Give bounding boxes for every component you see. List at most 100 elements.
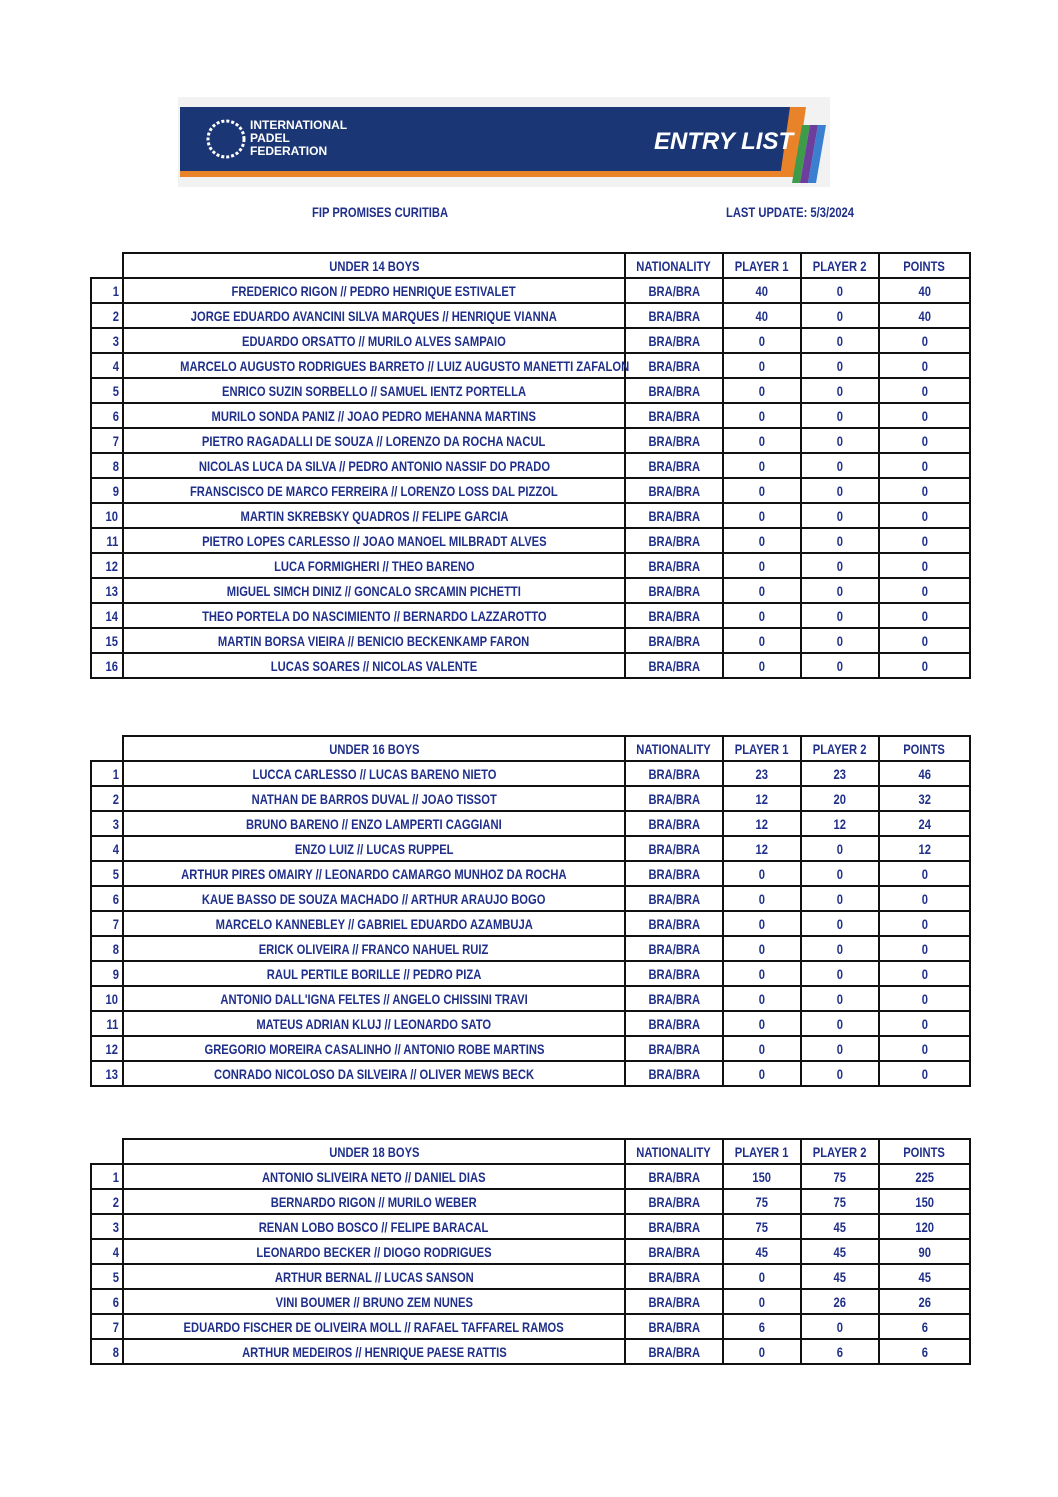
player1-points: 0 xyxy=(722,502,802,529)
rank: 5 xyxy=(90,377,124,404)
nationality-text: BRA/BRA xyxy=(648,1193,700,1210)
player2-points-text: 0 xyxy=(836,582,844,599)
column-header: POINTS xyxy=(878,252,971,279)
entry-row: 2 NATHAN DE BARROS DUVAL // JOAO TISSOT BR… xyxy=(90,785,971,812)
total-points: 6 xyxy=(878,1338,971,1365)
rank-text: 2 xyxy=(112,1193,120,1210)
rank: 4 xyxy=(90,352,124,379)
table-title-text: UNDER 14 BOYS xyxy=(328,257,420,274)
team: LUCCA CARLESSO // LUCAS BARENO NIETO xyxy=(122,760,626,787)
player1-points: 40 xyxy=(722,302,802,329)
entry-table: UNDER 16 BOYS NATIONALITY PLAYER 1 PLAYER 2… xyxy=(90,735,971,1087)
team: ARTHUR PIRES OMAIRY // LEONARDO CAMARGO … xyxy=(122,860,626,887)
rank: 8 xyxy=(90,935,124,962)
player2-points: 12 xyxy=(800,810,880,837)
entry-row: 8 ERICK OLIVEIRA // FRANCO NAHUEL RUIZ BRA… xyxy=(90,935,971,962)
column-header-text: PLAYER 1 xyxy=(735,740,789,757)
column-header: PLAYER 1 xyxy=(722,735,802,762)
team: RAUL PERTILE BORILLE // PEDRO PIZA xyxy=(122,960,626,987)
rank-text: 10 xyxy=(105,990,119,1007)
rank-text: 3 xyxy=(112,332,120,349)
total-points-text: 0 xyxy=(921,890,928,907)
org-line: PADEL xyxy=(250,131,290,145)
total-points-text: 0 xyxy=(921,1040,928,1057)
team: NATHAN DE BARROS DUVAL // JOAO TISSOT xyxy=(122,785,626,812)
column-header: PLAYER 1 xyxy=(722,1138,802,1165)
nationality: BRA/BRA xyxy=(624,1060,724,1087)
player1-points-text: 0 xyxy=(758,940,766,957)
total-points-text: 0 xyxy=(921,632,928,649)
team: GREGORIO MOREIRA CASALINHO // ANTONIO RO… xyxy=(122,1035,626,1062)
entry-row: 10 ANTONIO DALL'IGNA FELTES // ANGELO CHI… xyxy=(90,985,971,1012)
player1-points: 0 xyxy=(722,885,802,912)
rank: 9 xyxy=(90,477,124,504)
entry-row: 2 JORGE EDUARDO AVANCINI SILVA MARQUES //… xyxy=(90,302,971,329)
player2-points-text: 0 xyxy=(836,1065,844,1082)
player2-points-text: 0 xyxy=(836,890,844,907)
team: MARCELO KANNEBLEY // GABRIEL EDUARDO AZA… xyxy=(122,910,626,937)
nationality: BRA/BRA xyxy=(624,1010,724,1037)
team: EDUARDO FISCHER DE OLIVEIRA MOLL // RAFA… xyxy=(122,1313,626,1340)
column-header-text: POINTS xyxy=(903,257,946,274)
rank: 4 xyxy=(90,1238,124,1265)
player2-points-text: 0 xyxy=(836,607,844,624)
rank-text: 5 xyxy=(112,382,120,399)
nationality: BRA/BRA xyxy=(624,985,724,1012)
player1-points: 0 xyxy=(722,860,802,887)
team-text: MURILO SONDA PANIZ // JOAO PEDRO MEHANNA… xyxy=(211,407,537,424)
player1-points-text: 0 xyxy=(758,407,766,424)
player2-points-text: 0 xyxy=(836,432,844,449)
rank-text: 6 xyxy=(112,1293,120,1310)
player2-points: 0 xyxy=(800,602,880,629)
total-points-text: 225 xyxy=(915,1168,934,1185)
rank: 8 xyxy=(90,452,124,479)
player2-points: 45 xyxy=(800,1238,880,1265)
entry-row: 6 VINI BOUMER // BRUNO ZEM NUNES BRA/BRA 0 2… xyxy=(90,1288,971,1315)
player2-points-text: 0 xyxy=(836,990,844,1007)
entry-row: 13 CONRADO NICOLOSO DA SILVEIRA // OLIVER… xyxy=(90,1060,971,1087)
nationality-text: BRA/BRA xyxy=(648,840,700,857)
total-points-text: 40 xyxy=(918,307,931,324)
nationality-text: BRA/BRA xyxy=(648,407,700,424)
team-text: KAUE BASSO DE SOUZA MACHADO // ARTHUR AR… xyxy=(202,890,546,907)
player2-points-text: 75 xyxy=(833,1193,847,1210)
player2-points: 6 xyxy=(800,1338,880,1365)
player2-points-text: 0 xyxy=(836,632,844,649)
rank-text: 13 xyxy=(105,1065,119,1082)
team-text: ERICK OLIVEIRA // FRANCO NAHUEL RUIZ xyxy=(259,940,489,957)
team: MURILO SONDA PANIZ // JOAO PEDRO MEHANNA… xyxy=(122,402,626,429)
rank: 2 xyxy=(90,785,124,812)
entry-row: 3 BRUNO BARENO // ENZO LAMPERTI CAGGIANI B… xyxy=(90,810,971,837)
team-text: JORGE EDUARDO AVANCINI SILVA MARQUES // … xyxy=(190,307,558,324)
entry-row: 13 MIGUEL SIMCH DINIZ // GONCALO SRCAMIN … xyxy=(90,577,971,604)
nationality: BRA/BRA xyxy=(624,960,724,987)
rank-text: 11 xyxy=(106,532,119,549)
entry-row: 5 ARTHUR BERNAL // LUCAS SANSON BRA/BRA 0 45… xyxy=(90,1263,971,1290)
player1-points-text: 0 xyxy=(758,865,766,882)
player1-points-text: 0 xyxy=(758,482,766,499)
total-points-text: 0 xyxy=(921,507,928,524)
team: ARTHUR BERNAL // LUCAS SANSON xyxy=(122,1263,626,1290)
nationality-text: BRA/BRA xyxy=(648,1268,700,1285)
rank-text: 12 xyxy=(105,557,119,574)
total-points-text: 150 xyxy=(915,1193,934,1210)
player1-points-text: 0 xyxy=(758,1015,766,1032)
player1-points-text: 0 xyxy=(758,607,766,624)
player1-points: 0 xyxy=(722,935,802,962)
player2-points-text: 20 xyxy=(833,790,847,807)
nationality: BRA/BRA xyxy=(624,1213,724,1240)
entry-table: UNDER 14 BOYS NATIONALITY PLAYER 1 PLAYER 2… xyxy=(90,252,971,679)
total-points: 225 xyxy=(878,1163,971,1190)
player1-points: 0 xyxy=(722,1263,802,1290)
nationality: BRA/BRA xyxy=(624,552,724,579)
nationality: BRA/BRA xyxy=(624,1313,724,1340)
player1-points-text: 0 xyxy=(758,357,766,374)
player2-points: 0 xyxy=(800,327,880,354)
nationality-text: BRA/BRA xyxy=(648,1243,700,1260)
entry-row: 9 RAUL PERTILE BORILLE // PEDRO PIZA BRA/B… xyxy=(90,960,971,987)
team: ARTHUR MEDEIROS // HENRIQUE PAESE RATTIS xyxy=(122,1338,626,1365)
total-points-text: 0 xyxy=(921,940,928,957)
team-text: MARCELO KANNEBLEY // GABRIEL EDUARDO AZA… xyxy=(215,915,533,932)
rank-text: 6 xyxy=(112,890,120,907)
blank-cell xyxy=(91,736,123,761)
